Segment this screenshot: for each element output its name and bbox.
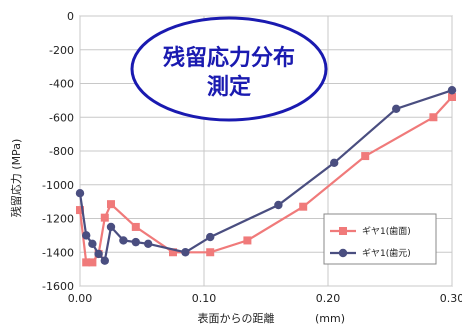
data-point — [169, 248, 177, 257]
badge-ellipse — [130, 16, 328, 122]
legend-marker — [339, 227, 347, 235]
y-tick-label: -1000 — [42, 179, 74, 192]
data-point — [206, 232, 215, 242]
data-point — [448, 93, 456, 101]
data-point — [88, 239, 97, 249]
data-point — [447, 86, 457, 95]
y-tick-label: -800 — [49, 145, 74, 158]
data-point — [392, 104, 401, 114]
data-point — [181, 248, 190, 257]
data-point — [243, 236, 252, 245]
data-point — [75, 188, 85, 198]
data-point — [299, 202, 308, 211]
x-axis-label: 表面からの距離 — [198, 311, 275, 325]
legend-marker — [338, 248, 348, 258]
series-group — [75, 86, 457, 267]
badge-title-line2: 測定 — [207, 74, 251, 100]
data-point — [131, 237, 140, 247]
data-point — [119, 236, 128, 245]
data-point — [330, 158, 339, 168]
y-tick-label: -1600 — [42, 280, 74, 293]
data-point — [88, 258, 97, 267]
y-tick-label: -600 — [49, 111, 74, 124]
data-point — [206, 248, 215, 257]
x-tick-label: 0.00 — [68, 292, 93, 305]
y-tick-label: 0 — [67, 10, 74, 23]
legend: ギヤ1(歯面) ギヤ1(歯元) — [323, 213, 437, 265]
data-point — [82, 258, 91, 267]
y-tick-label: -1400 — [42, 246, 74, 259]
data-point — [274, 200, 283, 210]
x-tick-label: 0.20 — [316, 292, 341, 305]
y-tick-label: -1200 — [42, 213, 74, 226]
axes: 0 -200 -400 -600 -800 -1000 -1200 -1400 -16000.0… — [42, 10, 462, 305]
x-tick-label: 0.10 — [192, 292, 217, 305]
data-point — [361, 152, 370, 161]
series-1 — [76, 93, 456, 267]
data-point — [131, 222, 140, 231]
data-point — [429, 113, 438, 122]
title-badge: 残留応力分布 測定 — [130, 16, 328, 122]
data-point — [100, 213, 109, 222]
badge-title-line1: 残留応力分布 — [163, 45, 295, 71]
y-axis-label: 残留応力 (MPa) — [9, 139, 23, 217]
data-point — [107, 200, 115, 209]
series-2 — [75, 86, 457, 265]
data-point — [100, 256, 110, 265]
data-point — [76, 206, 84, 215]
x-axis-unit: (mm) — [315, 312, 345, 325]
data-point — [106, 222, 116, 232]
legend-label: ギヤ1(歯元) — [362, 247, 411, 259]
legend-label: ギヤ1(歯面) — [362, 225, 411, 237]
data-point — [144, 239, 153, 249]
data-point — [82, 231, 91, 240]
x-tick-label: 0.30 — [440, 292, 462, 305]
y-tick-label: -400 — [49, 78, 74, 91]
y-tick-label: -200 — [49, 44, 74, 57]
data-point — [94, 249, 103, 259]
